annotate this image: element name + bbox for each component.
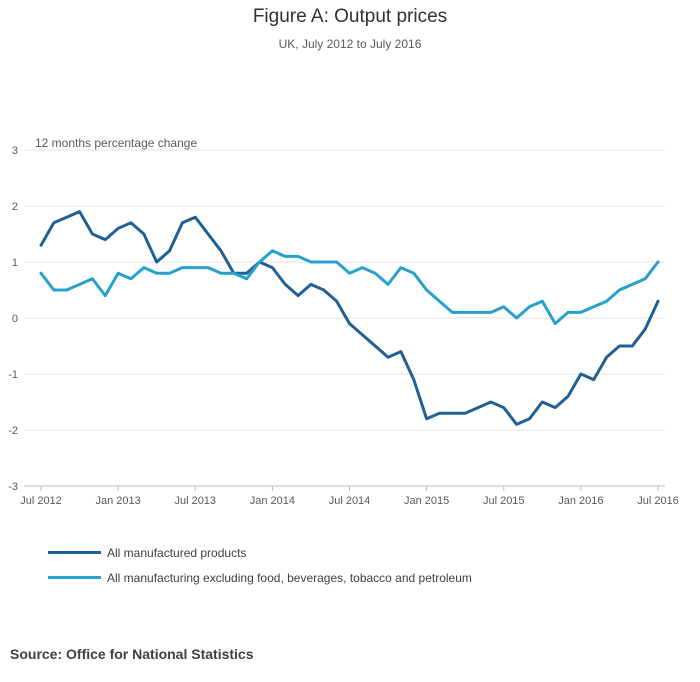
y-axis-label: 12 months percentage change	[35, 136, 197, 150]
gridlines	[24, 149, 665, 487]
x-tick-label: Jul 2016	[637, 495, 679, 507]
legend-item-manufactured: All manufactured products	[48, 540, 472, 565]
legend-label-manufactured: All manufactured products	[107, 545, 247, 560]
legend-swatch-manufactured	[48, 551, 101, 554]
source-note: Source: Office for National Statistics	[10, 646, 254, 662]
x-tick-label: Jan 2014	[250, 495, 295, 507]
chart-title: Figure A: Output prices	[252, 6, 448, 27]
y-tick-label: -3	[8, 481, 18, 493]
x-tick-label: Jul 2013	[174, 495, 216, 507]
legend-label-excluding: All manufacturing excluding food, bevera…	[107, 570, 472, 585]
x-tick-label: Jul 2014	[329, 495, 371, 507]
series-line-0	[39, 210, 660, 426]
y-tick-label: 2	[12, 201, 18, 213]
legend-item-excluding: All manufacturing excluding food, bevera…	[48, 565, 472, 590]
x-tick-label: Jul 2015	[483, 495, 525, 507]
legend-swatch-excluding	[48, 576, 101, 579]
x-tick-label: Jan 2013	[95, 495, 140, 507]
x-tick-label: Jan 2016	[558, 495, 603, 507]
legend: All manufactured products All manufactur…	[48, 540, 472, 590]
chart-subtitle: UK, July 2012 to July 2016	[278, 37, 422, 51]
y-tick-label: -2	[8, 425, 18, 437]
y-tick-label: 3	[12, 145, 18, 157]
y-tick-label: 1	[12, 257, 18, 269]
x-tick-label: Jan 2015	[404, 495, 449, 507]
series-lines	[39, 210, 660, 426]
x-tick-label: Jul 2012	[20, 495, 62, 507]
y-tick-label: -1	[8, 369, 18, 381]
series-line-1	[39, 249, 660, 326]
y-tick-label: 0	[12, 313, 18, 325]
